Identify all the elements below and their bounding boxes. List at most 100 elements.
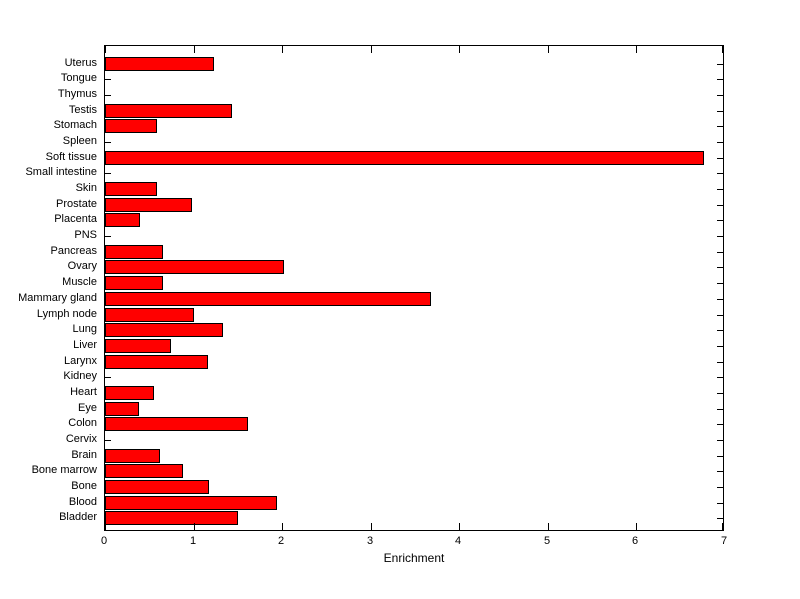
y-axis-tick-left: [105, 142, 111, 143]
x-tick-label: 4: [454, 535, 462, 547]
bar: [105, 151, 704, 165]
category-label: Skin: [75, 182, 97, 194]
category-label: Small intestine: [25, 166, 97, 178]
bar: [105, 260, 284, 274]
category-label: Bone: [71, 480, 97, 492]
y-axis-tick-right: [717, 236, 723, 237]
bar: [105, 496, 277, 510]
x-axis-tick-bottom: [636, 523, 637, 530]
x-axis-tick-top: [194, 46, 195, 53]
y-axis-tick-right: [717, 409, 723, 410]
bar: [105, 323, 223, 337]
bar: [105, 182, 157, 196]
bar: [105, 198, 192, 212]
y-axis-tick-right: [717, 205, 723, 206]
bar: [105, 417, 248, 431]
y-axis-tick-right: [717, 440, 723, 441]
category-label: Kidney: [63, 370, 97, 382]
y-axis-tick-left: [105, 173, 111, 174]
y-axis-tick-right: [717, 362, 723, 363]
y-axis-tick-left: [105, 377, 111, 378]
y-axis-tick-right: [717, 518, 723, 519]
y-axis-tick-left: [105, 95, 111, 96]
x-axis-tick-bottom: [722, 523, 723, 530]
x-tick-label: 1: [189, 535, 197, 547]
category-label: Lymph node: [36, 308, 97, 320]
y-axis-tick-right: [717, 330, 723, 331]
x-axis-tick-top: [282, 46, 283, 53]
x-tick-label: 2: [277, 535, 285, 547]
x-axis-tick-top: [105, 46, 106, 53]
y-axis-tick-right: [717, 111, 723, 112]
y-axis-tick-left: [105, 79, 111, 80]
category-label: Ovary: [67, 260, 97, 272]
category-label: Heart: [70, 386, 97, 398]
x-tick-label: 3: [366, 535, 374, 547]
x-axis-label: Enrichment: [383, 551, 445, 565]
y-axis-tick-right: [717, 424, 723, 425]
bar: [105, 57, 214, 71]
bar: [105, 292, 431, 306]
bar: [105, 245, 163, 259]
bar: [105, 104, 232, 118]
category-label: PNS: [74, 229, 97, 241]
bar: [105, 402, 139, 416]
y-axis-tick-right: [717, 456, 723, 457]
y-axis-tick-right: [717, 283, 723, 284]
x-axis-tick-bottom: [459, 523, 460, 530]
bar: [105, 119, 157, 133]
x-tick-label: 6: [631, 535, 639, 547]
x-axis-tick-bottom: [194, 523, 195, 530]
y-axis-tick-right: [717, 158, 723, 159]
category-label: Mammary gland: [18, 292, 97, 304]
y-axis-tick-right: [717, 315, 723, 316]
y-axis-tick-right: [717, 189, 723, 190]
category-label: Liver: [73, 339, 97, 351]
plot-area: [104, 45, 724, 531]
y-axis-tick-right: [717, 126, 723, 127]
category-label: Bladder: [59, 511, 97, 523]
category-label: Brain: [71, 449, 97, 461]
y-axis-tick-right: [717, 220, 723, 221]
category-label: Spleen: [62, 135, 97, 147]
bar: [105, 355, 208, 369]
category-label: Testis: [68, 104, 97, 116]
y-axis-tick-right: [717, 267, 723, 268]
category-label: Colon: [68, 417, 97, 429]
x-axis-tick-bottom: [371, 523, 372, 530]
y-axis-tick-right: [717, 487, 723, 488]
x-axis-tick-top: [371, 46, 372, 53]
x-axis-tick-bottom: [548, 523, 549, 530]
y-axis-tick-right: [717, 393, 723, 394]
y-axis-tick-left: [105, 236, 111, 237]
category-label: Eye: [78, 402, 97, 414]
category-label: Thymus: [57, 88, 97, 100]
y-axis-tick-right: [717, 346, 723, 347]
x-axis-tick-bottom: [282, 523, 283, 530]
x-tick-label: 5: [543, 535, 551, 547]
category-label: Uterus: [64, 57, 97, 69]
x-axis-tick-top: [459, 46, 460, 53]
y-axis-tick-right: [717, 79, 723, 80]
category-label: Soft tissue: [45, 151, 97, 163]
y-axis-tick-right: [717, 95, 723, 96]
bar: [105, 213, 140, 227]
y-axis-tick-right: [717, 252, 723, 253]
bar: [105, 464, 183, 478]
y-axis-tick-right: [717, 64, 723, 65]
y-axis-tick-right: [717, 377, 723, 378]
category-label: Stomach: [53, 119, 97, 131]
bar: [105, 449, 160, 463]
category-label: Cervix: [65, 433, 97, 445]
x-tick-label: 7: [720, 535, 728, 547]
x-axis-tick-top: [722, 46, 723, 53]
x-axis-tick-bottom: [105, 523, 106, 530]
bar: [105, 511, 238, 525]
category-label: Placenta: [54, 213, 97, 225]
category-label: Pancreas: [50, 245, 97, 257]
bar: [105, 308, 194, 322]
y-axis-tick-left: [105, 440, 111, 441]
category-label: Blood: [68, 496, 97, 508]
x-axis-tick-top: [548, 46, 549, 53]
